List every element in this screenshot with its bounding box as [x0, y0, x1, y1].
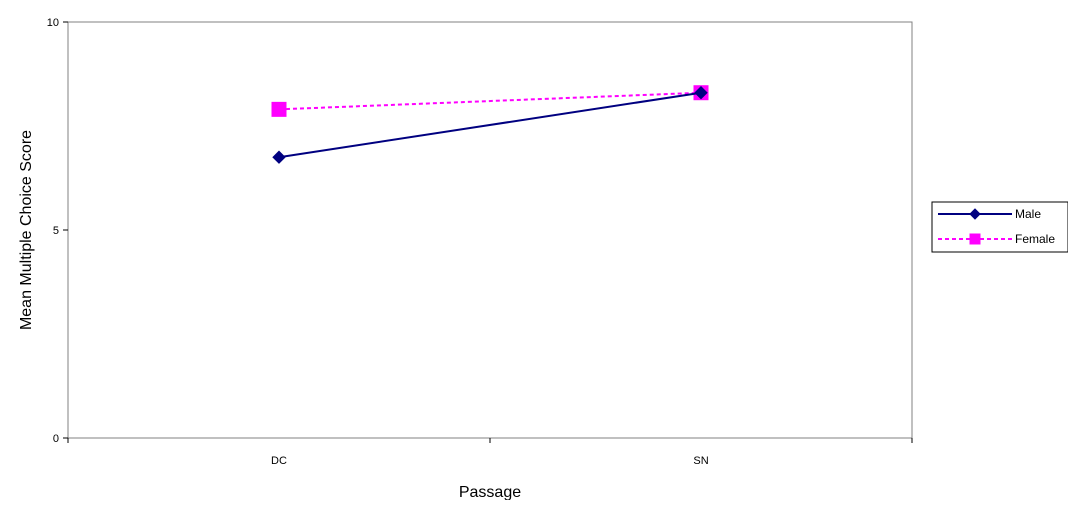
series-line-male	[278, 91, 702, 159]
plot-area	[67, 21, 913, 439]
x-tick-label: DC	[271, 455, 287, 467]
x-axis-ticks: DC SN	[67, 438, 913, 467]
y-tick-label: 0	[53, 433, 59, 445]
y-axis-title: Mean Multiple Choice Score	[18, 130, 35, 330]
data-point-female	[271, 101, 287, 117]
series-layer	[271, 85, 709, 164]
legend-box	[931, 201, 1068, 253]
legend: Male Female	[931, 201, 1068, 253]
data-point-male	[694, 86, 708, 100]
data-point-male	[969, 208, 981, 220]
x-axis-title: Passage	[459, 484, 521, 500]
y-tick-label: 10	[47, 17, 59, 29]
data-point-female	[969, 233, 981, 245]
y-tick-label: 5	[53, 225, 59, 237]
y-axis-ticks: 0 5 10	[47, 17, 68, 445]
data-point-male	[272, 150, 286, 164]
legend-label-female: Female	[1015, 232, 1055, 246]
x-tick-label: SN	[693, 455, 708, 467]
series-line-female	[278, 91, 702, 111]
legend-label-male: Male	[1015, 207, 1041, 221]
